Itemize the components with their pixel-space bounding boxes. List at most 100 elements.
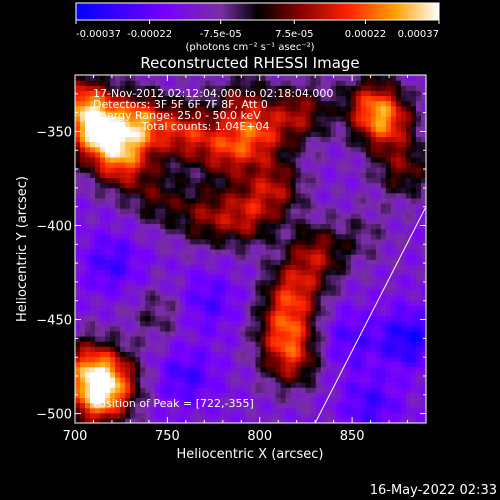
heatmap-cell: [265, 197, 272, 204]
heatmap-cell: [415, 392, 422, 399]
heatmap-cell: [240, 412, 247, 419]
heatmap-cell: [160, 305, 166, 312]
heatmap-cell: [210, 249, 216, 255]
heatmap-cell: [230, 182, 237, 189]
heatmap-cell: [180, 402, 186, 409]
heatmap-cell: [340, 156, 347, 163]
heatmap-cell: [275, 295, 282, 301]
heatmap-cell: [280, 243, 287, 250]
heatmap-cell: [330, 387, 337, 393]
heatmap-cell: [80, 356, 86, 363]
heatmap-cell: [345, 146, 352, 153]
heatmap-cell: [350, 387, 357, 393]
heatmap-cell: [100, 223, 106, 230]
heatmap-cell: [105, 141, 111, 148]
heatmap-cell: [170, 284, 176, 291]
heatmap-cell: [340, 115, 347, 122]
heatmap-cell: [130, 269, 136, 276]
heatmap-cell: [125, 284, 131, 291]
heatmap-cell: [195, 233, 201, 240]
heatmap-cell: [420, 315, 426, 322]
heatmap-cell: [95, 341, 101, 347]
heatmap-cell: [390, 376, 397, 383]
heatmap-cell: [150, 407, 156, 414]
heatmap-cell: [255, 382, 262, 388]
heatmap-cell: [125, 356, 131, 363]
heatmap-cell: [280, 197, 287, 204]
heatmap-cell: [150, 274, 156, 281]
heatmap-cell: [390, 392, 397, 399]
heatmap-cell: [220, 131, 227, 138]
heatmap-cell: [315, 243, 322, 250]
heatmap-cell: [310, 412, 317, 419]
heatmap-cell: [415, 202, 422, 209]
heatmap-cell: [225, 412, 232, 419]
heatmap-cell: [165, 121, 171, 127]
heatmap-cell: [420, 371, 426, 378]
heatmap-cell: [120, 376, 126, 383]
heatmap-cell: [350, 151, 357, 158]
heatmap-cell: [220, 177, 227, 184]
heatmap-cell: [300, 187, 307, 194]
heatmap-cell: [380, 336, 387, 342]
heatmap-cell: [355, 346, 362, 352]
heatmap-cell: [370, 238, 377, 245]
heatmap-cell: [410, 75, 417, 81]
heatmap-cell: [110, 269, 116, 276]
heatmap-cell: [325, 341, 332, 347]
heatmap-cell: [395, 136, 402, 143]
heatmap-cell: [390, 341, 397, 347]
heatmap-cell: [160, 412, 166, 419]
heatmap-cell: [90, 115, 96, 122]
heatmap-cell: [130, 320, 136, 327]
heatmap-cell: [215, 295, 222, 301]
heatmap-cell: [255, 361, 262, 368]
heatmap-cell: [270, 376, 277, 383]
heatmap-cell: [180, 202, 186, 209]
heatmap-cell: [370, 382, 377, 388]
heatmap-cell: [95, 325, 101, 332]
heatmap-cell: [160, 95, 166, 102]
heatmap-cell: [355, 402, 362, 409]
heatmap-cell: [170, 228, 176, 235]
heatmap-cell: [335, 197, 342, 204]
heatmap-cell: [280, 202, 287, 209]
heatmap-cell: [300, 151, 307, 158]
heatmap-cell: [240, 187, 247, 194]
heatmap-cell: [350, 136, 357, 143]
heatmap-cell: [345, 126, 352, 132]
heatmap-cell: [235, 80, 242, 86]
heatmap-cell: [415, 238, 422, 245]
heatmap-cell: [90, 279, 96, 286]
heatmap-cell: [85, 402, 91, 409]
heatmap-cell: [155, 141, 161, 148]
heatmap-cell: [95, 392, 101, 399]
heatmap-cell: [295, 90, 302, 97]
heatmap-cell: [75, 218, 81, 225]
heatmap-cell: [265, 336, 272, 342]
heatmap-cell: [260, 269, 267, 276]
heatmap-cell: [145, 417, 151, 423]
heatmap-cell: [135, 387, 141, 393]
heatmap-cell: [240, 208, 247, 214]
heatmap-cell: [380, 177, 387, 184]
heatmap-cell: [145, 269, 151, 276]
heatmap-cell: [135, 402, 141, 409]
heatmap-cell: [375, 115, 382, 122]
heatmap-cell: [370, 110, 377, 117]
heatmap-cell: [270, 295, 277, 301]
heatmap-cell: [330, 110, 337, 117]
heatmap-cell: [145, 315, 151, 322]
heatmap-cell: [120, 192, 126, 199]
heatmap-cell: [150, 90, 156, 97]
heatmap-cell: [360, 172, 367, 178]
heatmap-cell: [270, 75, 277, 81]
heatmap-cell: [110, 156, 116, 163]
heatmap-cell: [355, 100, 362, 107]
heatmap-cell: [170, 249, 176, 255]
heatmap-cell: [400, 392, 407, 399]
heatmap-cell: [265, 346, 272, 352]
heatmap-cell: [230, 264, 237, 271]
heatmap-cell: [410, 356, 417, 363]
heatmap-cell: [340, 289, 347, 296]
